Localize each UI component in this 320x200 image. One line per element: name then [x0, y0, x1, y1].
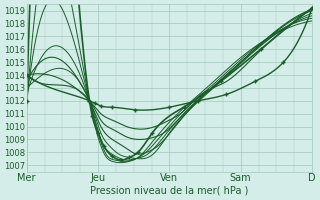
X-axis label: Pression niveau de la mer( hPa ): Pression niveau de la mer( hPa ) [90, 186, 249, 196]
